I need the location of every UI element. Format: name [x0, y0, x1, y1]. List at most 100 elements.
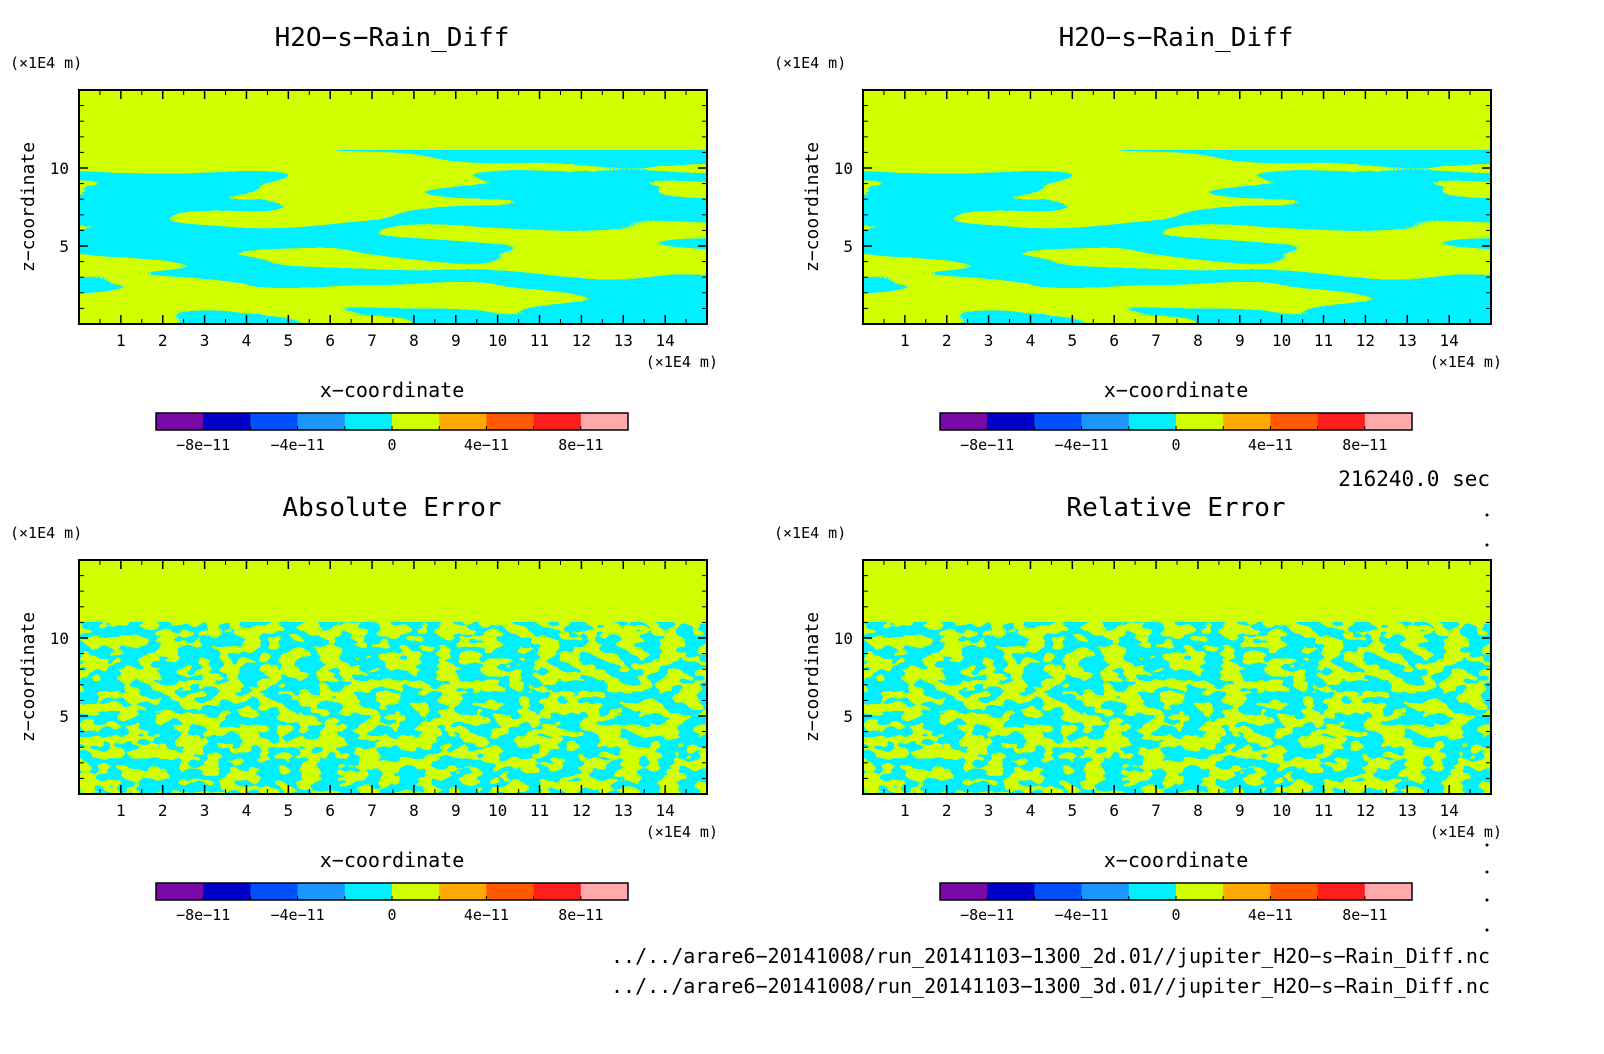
- x-tick-label: 2: [942, 801, 952, 820]
- colorbar-swatch: [486, 883, 535, 900]
- x-tick-label: 1: [116, 331, 126, 350]
- x-tick-label: 4: [1026, 331, 1036, 350]
- file-path-3d: ../../arare6−20141008/run_20141103−1300_…: [611, 974, 1490, 998]
- colorbar-label: 8e−11: [558, 436, 603, 454]
- colorbar-swatch: [533, 883, 582, 900]
- x-tick-label: 14: [1440, 801, 1459, 820]
- y-tick-label: 10: [50, 159, 69, 178]
- colorbar-label: −4e−11: [271, 906, 325, 924]
- colorbar-swatch: [297, 883, 346, 900]
- heatmap: [78, 559, 708, 795]
- x-tick-label: 7: [1151, 801, 1161, 820]
- x-unit-label: (×1E4 m): [646, 353, 718, 371]
- time-label: 216240.0 sec: [1338, 467, 1490, 491]
- x-unit-label: (×1E4 m): [1430, 823, 1502, 841]
- x-tick-label: 12: [1356, 331, 1375, 350]
- file-path-2d: ../../arare6−20141008/run_20141103−1300_…: [611, 944, 1490, 968]
- colorbar-label: −8e−11: [960, 906, 1014, 924]
- x-tick-label: 2: [158, 801, 168, 820]
- heatmap-field: [863, 150, 1491, 324]
- heatmap-field: [79, 150, 707, 324]
- colorbar-swatch: [1317, 413, 1366, 430]
- colorbar-label: 4e−11: [1248, 436, 1293, 454]
- y-tick-label: 10: [50, 629, 69, 648]
- colorbar-swatch: [156, 413, 204, 430]
- x-tick-label: 2: [158, 331, 168, 350]
- colorbar: −8e−11 −4e−11 0 4e−11 8e−11: [155, 882, 629, 924]
- x-tick-label: 11: [1314, 331, 1333, 350]
- x-tick-label: 2: [942, 331, 952, 350]
- heatmap-field: [863, 622, 1491, 794]
- colorbar-swatch: [1176, 413, 1224, 430]
- dot-marker: [1485, 870, 1489, 874]
- x-ticks: 1 2 3 4 5 6 7 8 9 10 11 12 13 14: [883, 90, 1471, 350]
- x-tick-label: 1: [900, 331, 910, 350]
- colorbar-swatch: [1034, 413, 1083, 430]
- x-tick-label: 3: [200, 801, 210, 820]
- x-tick-label: 8: [1193, 331, 1203, 350]
- colorbar-swatch: [486, 413, 535, 430]
- panel-top-right: H2O−s−Rain_Diff (×1E4 m) 1 2 3 4 5 6 7 8 9 10 11 12…: [774, 23, 1502, 454]
- colorbar-swatch: [1081, 413, 1130, 430]
- colorbar-swatch: [250, 413, 299, 430]
- x-tick-label: 7: [1151, 331, 1161, 350]
- colorbar-swatch: [580, 883, 629, 900]
- x-tick-label: 6: [325, 801, 335, 820]
- x-axis-label: x−coordinate: [1104, 848, 1249, 872]
- colorbar-label: −8e−11: [176, 906, 230, 924]
- colorbar-swatch: [1223, 883, 1271, 900]
- x-tick-label: 11: [530, 331, 549, 350]
- x-tick-label: 3: [984, 801, 994, 820]
- colorbar-label: 4e−11: [464, 436, 509, 454]
- x-tick-label: 10: [1272, 331, 1291, 350]
- colorbar-swatch: [1128, 883, 1177, 900]
- x-tick-label: 13: [1398, 801, 1417, 820]
- y-axis-label: z−coordinate: [18, 612, 39, 742]
- colorbar-label: −8e−11: [176, 436, 230, 454]
- x-ticks: 1 2 3 4 5 6 7 8 9 10 11 12 13 14: [99, 560, 687, 820]
- x-tick-label: 13: [1398, 331, 1417, 350]
- x-tick-label: 14: [1440, 331, 1459, 350]
- x-tick-label: 3: [984, 331, 994, 350]
- x-tick-label: 4: [242, 801, 252, 820]
- colorbar-swatch: [1128, 413, 1177, 430]
- x-unit-label: (×1E4 m): [1430, 353, 1502, 371]
- x-tick-label: 12: [572, 801, 591, 820]
- dot-marker: [1485, 843, 1489, 847]
- colorbar-swatch: [1081, 883, 1130, 900]
- x-tick-label: 5: [1068, 801, 1078, 820]
- x-tick-label: 13: [614, 331, 633, 350]
- colorbar: −8e−11 −4e−11 0 4e−11 8e−11: [155, 412, 629, 454]
- x-tick-label: 7: [367, 331, 377, 350]
- y-axis-label: z−coordinate: [18, 142, 39, 272]
- colorbar-label: 0: [387, 436, 396, 454]
- x-tick-label: 14: [656, 331, 675, 350]
- colorbar-swatch: [940, 883, 988, 900]
- dot-marker: [1485, 543, 1489, 547]
- x-tick-label: 8: [409, 331, 419, 350]
- colorbar-label: 0: [387, 906, 396, 924]
- y-tick-label: 5: [59, 707, 69, 726]
- x-tick-label: 4: [242, 331, 252, 350]
- y-unit-label: (×1E4 m): [10, 54, 82, 72]
- colorbar-swatch: [987, 413, 1035, 430]
- x-tick-label: 10: [1272, 801, 1291, 820]
- y-tick-label: 10: [834, 159, 853, 178]
- dot-marker: [1485, 928, 1489, 932]
- colorbar-swatch: [344, 883, 393, 900]
- heatmap: [862, 89, 1492, 325]
- x-axis-label: x−coordinate: [320, 848, 465, 872]
- x-tick-label: 9: [1235, 801, 1245, 820]
- dot-markers: [1485, 513, 1489, 932]
- colorbar-label: 8e−11: [1342, 436, 1387, 454]
- x-axis-label: x−coordinate: [1104, 378, 1249, 402]
- x-tick-label: 5: [1068, 331, 1078, 350]
- x-tick-label: 10: [488, 801, 507, 820]
- x-tick-label: 8: [409, 801, 419, 820]
- colorbar-swatch: [203, 883, 251, 900]
- dot-marker: [1485, 898, 1489, 902]
- colorbar-swatch: [156, 883, 204, 900]
- colorbar-swatch: [297, 413, 346, 430]
- x-tick-label: 9: [451, 801, 461, 820]
